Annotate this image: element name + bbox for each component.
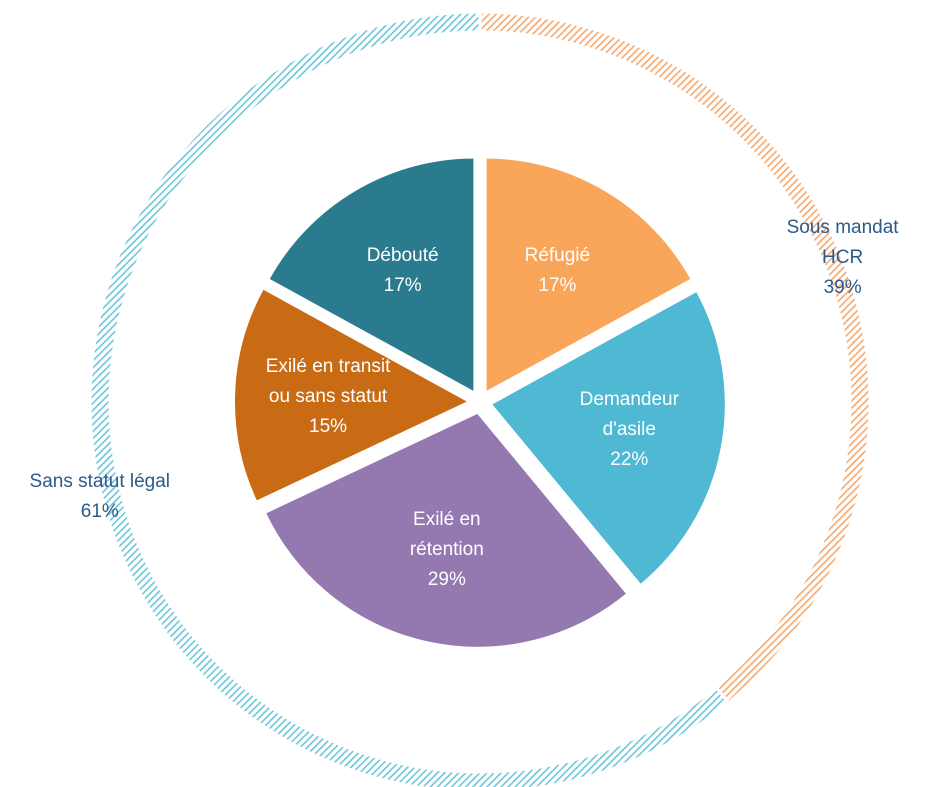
slice-label: Débouté 17% [340,241,465,301]
slice-label: Exilé en rétention 29% [384,505,509,595]
slice-name: Sous mandat HCR [786,217,899,269]
slice-value: 39% [823,277,862,299]
slice-value: 61% [80,501,119,523]
slice-label: Réfugié 17% [495,241,620,301]
slice-label: Sans statut légal 61% [5,467,195,527]
slice-value: 22% [610,449,649,471]
slice-name: Demandeur d'asile [579,389,679,441]
slice-label: Exilé en transit ou sans statut 15% [266,352,391,442]
slice-name: Exilé en rétention [409,509,484,561]
slice-name: Réfugié [524,245,591,267]
slice-value: 17% [538,275,577,297]
pie-slice [489,289,727,587]
pie-slice [267,156,476,395]
slice-name: Débouté [366,245,439,267]
slice-value: 15% [309,416,348,438]
slice-value: 17% [383,275,422,297]
pie-slice [263,411,629,649]
pie-slice [484,156,693,395]
slice-value: 29% [427,569,466,591]
pie-slice [233,287,472,504]
slice-name: Sans statut légal [29,471,171,493]
slice-label: Sous mandat HCR 39% [785,213,900,303]
slice-label: Demandeur d'asile 22% [567,385,692,475]
slice-name: Exilé en transit ou sans statut [265,356,391,408]
ring-segment [88,10,731,787]
